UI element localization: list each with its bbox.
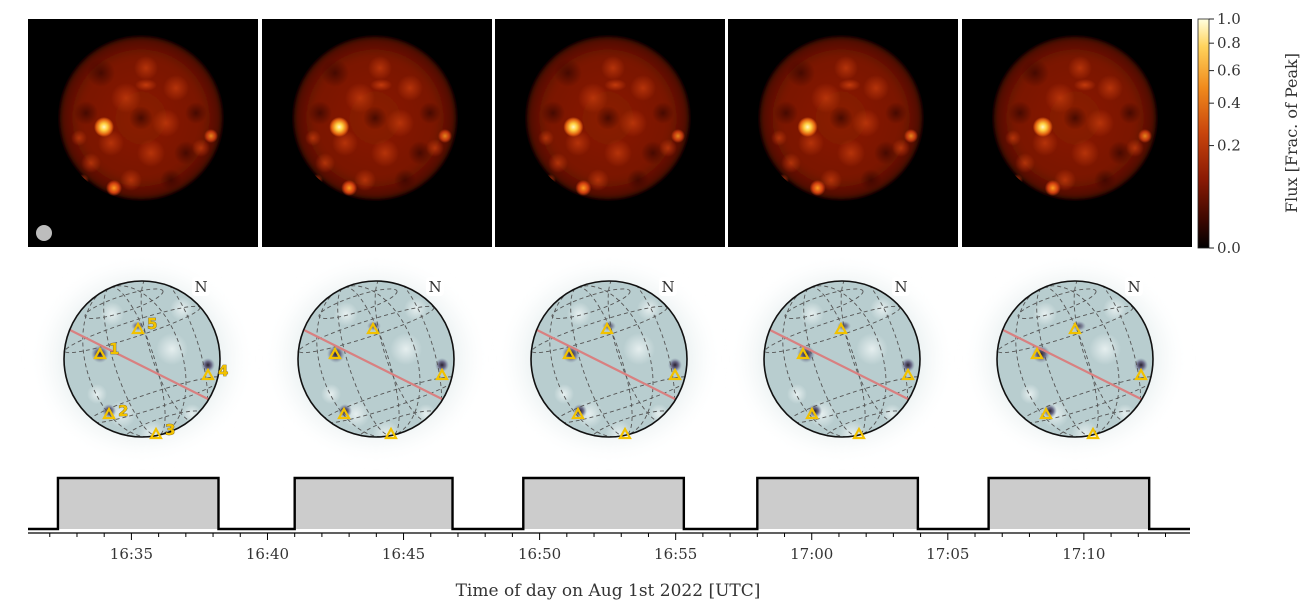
colorbar-tick-label: 1.0 — [1217, 10, 1241, 28]
north-label: N — [1127, 278, 1140, 296]
hotspot-marker — [435, 367, 449, 381]
colorbar-tick-label: 0.0 — [1217, 239, 1241, 257]
beam-size-circle — [36, 225, 52, 241]
hotspot-label: 4 — [218, 362, 228, 380]
exposure-block — [757, 478, 918, 529]
north-label-box — [659, 277, 677, 296]
timeline-tick-label: 16:50 — [518, 545, 561, 563]
timeline-tick-label: 16:45 — [382, 545, 425, 563]
colorbar-gradient — [1197, 18, 1210, 249]
hotspot-label: 1 — [109, 340, 119, 358]
hotspot-marker — [366, 321, 380, 335]
flux-image-panel — [962, 19, 1192, 247]
hotspot-marker — [328, 346, 342, 360]
hotspot-marker — [201, 367, 215, 381]
north-label-box — [1125, 277, 1143, 296]
equator-line — [531, 320, 687, 412]
flux-image-row — [28, 19, 1192, 247]
equator-line — [764, 320, 920, 412]
disk-map-panel: N — [730, 255, 954, 463]
exposure-timeline: 16:35 16:40 16:45 16:50 16:55 17:00 17:05 17:10 — [28, 476, 1190, 563]
timeline-tick-label: 16:55 — [654, 545, 697, 563]
hotspot-marker — [1039, 406, 1053, 420]
timeline-xlabel: Time of day on Aug 1st 2022 [UTC] — [456, 581, 761, 601]
north-label: N — [894, 278, 907, 296]
equator-line — [64, 320, 220, 412]
disk-limb — [996, 280, 1154, 438]
disk-limb — [297, 280, 455, 438]
hotspot-marker — [131, 321, 145, 335]
colorbar-tick-label: 0.8 — [1217, 34, 1241, 52]
hotspot-marker — [600, 321, 614, 335]
exposure-step-line — [28, 476, 1190, 531]
colorbar: 1.0 0.8 0.6 0.4 0.2 0.0 Flux [Frac. of Peak] — [1197, 10, 1301, 257]
disk-map-row: 1 2 3 4 5 N N N N N — [30, 255, 1187, 463]
colorbar-label: Flux [Frac. of Peak] — [1282, 53, 1301, 213]
flux-image-panel — [262, 19, 492, 247]
hotspot-marker — [852, 426, 866, 440]
timeline-tick-label: 16:35 — [110, 545, 153, 563]
hotspot-marker — [805, 406, 819, 420]
exposure-block — [988, 478, 1150, 529]
disk-map-panel: N — [264, 255, 488, 463]
disk-limb — [763, 280, 921, 438]
north-label-box — [426, 277, 444, 296]
hotspot-marker — [834, 321, 848, 335]
exposure-block — [57, 478, 219, 529]
hotspot-marker — [668, 367, 682, 381]
exposure-block — [294, 478, 453, 529]
disk-limb — [63, 280, 221, 438]
hotspot-marker — [571, 406, 585, 420]
hotspot-marker — [562, 346, 576, 360]
north-label-box — [892, 277, 910, 296]
timeline-tick-label: 17:00 — [790, 545, 833, 563]
hotspot-label: 2 — [118, 402, 128, 420]
disk-map-panel: 1 2 3 4 5 N — [30, 255, 254, 463]
north-label: N — [194, 278, 207, 296]
hotspot-marker — [337, 406, 351, 420]
hotspot-label: 5 — [147, 315, 157, 333]
hotspot-marker — [384, 426, 398, 440]
hotspot-marker — [1134, 367, 1148, 381]
hotspot-marker — [1086, 426, 1100, 440]
hotspot-marker — [1068, 321, 1082, 335]
hotspot-marker — [149, 426, 163, 440]
flux-image-panel — [728, 19, 958, 247]
flux-image-panel — [28, 19, 258, 247]
flux-image-panel — [495, 19, 725, 247]
hotspot-marker — [93, 346, 107, 360]
hotspot-marker — [796, 346, 810, 360]
north-label-box — [192, 277, 210, 296]
colorbar-tick-label: 0.6 — [1217, 62, 1241, 80]
north-label: N — [428, 278, 441, 296]
timeline-tick-label: 17:05 — [926, 545, 969, 563]
equator-line — [997, 320, 1153, 412]
colorbar-tick-label: 0.2 — [1217, 137, 1241, 155]
hotspot-marker — [618, 426, 632, 440]
hotspot-marker — [102, 406, 116, 420]
hotspot-label: 3 — [165, 421, 175, 439]
disk-map-panel: N — [497, 255, 721, 463]
equator-line — [298, 320, 454, 412]
timeline-tick-label: 17:10 — [1062, 545, 1105, 563]
exposure-block — [523, 478, 684, 529]
colorbar-tick-label: 0.4 — [1217, 94, 1241, 112]
hotspot-marker — [1030, 346, 1044, 360]
hotspot-marker — [901, 367, 915, 381]
north-label: N — [661, 278, 674, 296]
timeline-tick-label: 16:40 — [246, 545, 289, 563]
disk-limb — [530, 280, 688, 438]
disk-map-panel: N — [963, 255, 1187, 463]
